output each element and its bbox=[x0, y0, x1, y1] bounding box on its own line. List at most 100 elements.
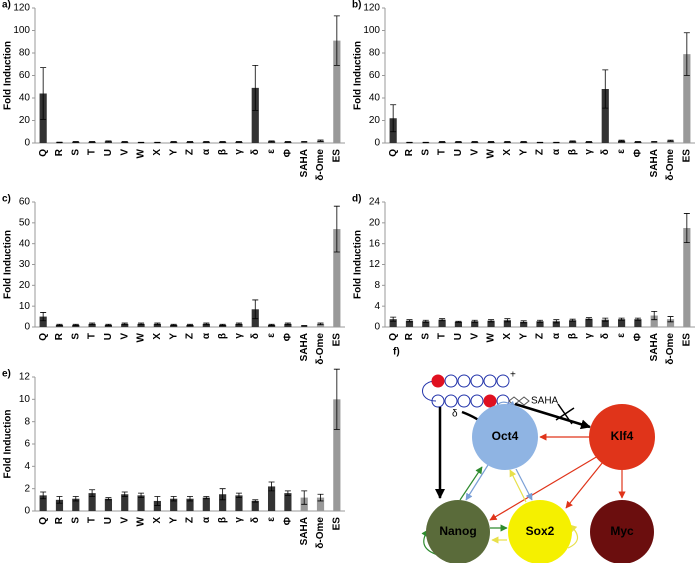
bar bbox=[520, 321, 528, 327]
bar bbox=[170, 324, 178, 327]
error-bar bbox=[121, 322, 128, 326]
y-tick-label: 20 bbox=[19, 280, 31, 291]
x-tick-label: V bbox=[469, 333, 480, 340]
x-tick-label: Q bbox=[388, 333, 399, 341]
x-tick-label: R bbox=[54, 516, 65, 524]
error-bar bbox=[634, 317, 641, 321]
error-bar bbox=[301, 325, 308, 327]
bar bbox=[683, 228, 691, 327]
error-bar bbox=[121, 491, 128, 497]
error-bar bbox=[219, 141, 226, 143]
error-bar bbox=[301, 141, 308, 143]
node-label: Sox2 bbox=[526, 524, 555, 538]
error-bar bbox=[72, 496, 79, 502]
x-tick-label: S bbox=[70, 517, 81, 524]
error-bar bbox=[585, 317, 592, 321]
bar bbox=[422, 321, 430, 327]
compound-structure bbox=[422, 374, 530, 408]
y-tick-label: 12 bbox=[369, 259, 381, 270]
x-tick-label: X bbox=[502, 149, 513, 156]
x-tick-label: Y bbox=[518, 333, 529, 340]
x-tick-label: W bbox=[136, 148, 147, 158]
x-tick-label: T bbox=[437, 333, 448, 339]
x-tick-label: X bbox=[502, 333, 513, 340]
bar bbox=[454, 321, 463, 327]
y-tick-label: 24 bbox=[369, 197, 381, 208]
x-tick-label: T bbox=[87, 517, 98, 523]
x-tick-label: X bbox=[152, 149, 163, 156]
x-tick-label: U bbox=[103, 517, 114, 524]
error-bar bbox=[121, 141, 128, 143]
error-bar bbox=[138, 492, 145, 498]
chart-panel: b) Fold Induction 0 20 40 60 80 100 120 Q R S T U V W X Y… bbox=[352, 0, 695, 181]
x-tick-label: V bbox=[119, 517, 130, 524]
x-tick-label: β bbox=[217, 517, 228, 523]
error-bar bbox=[455, 320, 462, 323]
error-bar bbox=[252, 64, 259, 111]
y-tick-label: 0 bbox=[24, 506, 30, 517]
error-bar bbox=[683, 32, 690, 76]
x-tick-label: S bbox=[420, 149, 431, 156]
bar bbox=[617, 140, 626, 143]
bar bbox=[235, 495, 243, 511]
bar bbox=[219, 324, 227, 327]
bar bbox=[536, 321, 544, 327]
bar bbox=[104, 324, 113, 327]
x-tick-label: ES bbox=[681, 149, 692, 163]
bar bbox=[121, 494, 129, 511]
bar bbox=[137, 323, 145, 327]
x-tick-label: T bbox=[87, 149, 98, 155]
error-bar bbox=[154, 496, 161, 506]
y-tick-label: 6 bbox=[24, 439, 30, 450]
error-bar bbox=[618, 139, 625, 142]
y-tick-label: 4 bbox=[374, 301, 380, 312]
error-bar bbox=[105, 497, 112, 501]
error-bar bbox=[203, 322, 210, 326]
error-bar bbox=[187, 323, 193, 326]
bar bbox=[569, 320, 577, 327]
bar bbox=[316, 140, 325, 143]
x-tick-label: ε bbox=[266, 149, 277, 154]
bar bbox=[284, 323, 292, 327]
bar bbox=[137, 495, 145, 511]
node-myc bbox=[590, 500, 654, 563]
y-tick-label: 10 bbox=[19, 394, 31, 405]
error-bar bbox=[203, 141, 210, 143]
x-tick-label: Y bbox=[168, 517, 179, 524]
error-bar bbox=[333, 15, 340, 66]
x-tick-label: δ-Ome bbox=[665, 333, 676, 365]
x-tick-label: α bbox=[201, 332, 212, 339]
x-tick-label: γ bbox=[234, 149, 245, 155]
y-tick-label: 0 bbox=[24, 138, 30, 149]
bar bbox=[235, 323, 243, 327]
error-bar bbox=[72, 141, 79, 143]
bar bbox=[153, 500, 161, 511]
error-bar bbox=[105, 323, 112, 326]
x-tick-label: β bbox=[567, 149, 578, 155]
x-tick-label: ES bbox=[681, 333, 692, 347]
y-tick-label: 80 bbox=[369, 48, 381, 59]
error-bar bbox=[235, 322, 242, 326]
y-tick-label: 12 bbox=[19, 372, 31, 383]
error-bar bbox=[170, 496, 177, 502]
y-tick-label: 8 bbox=[374, 280, 380, 291]
x-tick-label: V bbox=[119, 149, 130, 156]
y-axis-label: Fold Induction bbox=[3, 41, 14, 110]
error-bar bbox=[89, 141, 96, 143]
bar bbox=[316, 497, 325, 511]
x-tick-label: Q bbox=[38, 517, 49, 525]
y-tick-label: 40 bbox=[19, 238, 31, 249]
error-bar bbox=[203, 496, 210, 500]
error-bar bbox=[268, 481, 275, 492]
bar bbox=[251, 87, 259, 143]
charge: + bbox=[510, 370, 516, 381]
x-tick-label: Y bbox=[518, 149, 529, 156]
bar bbox=[186, 498, 194, 511]
x-tick-label: δ-Ome bbox=[315, 333, 326, 365]
node-label: Myc bbox=[610, 524, 634, 538]
panel-label: b) bbox=[352, 0, 361, 11]
error-bar bbox=[187, 496, 193, 502]
bar bbox=[186, 324, 194, 327]
error-bar bbox=[170, 323, 177, 326]
x-tick-label: Z bbox=[185, 517, 196, 523]
